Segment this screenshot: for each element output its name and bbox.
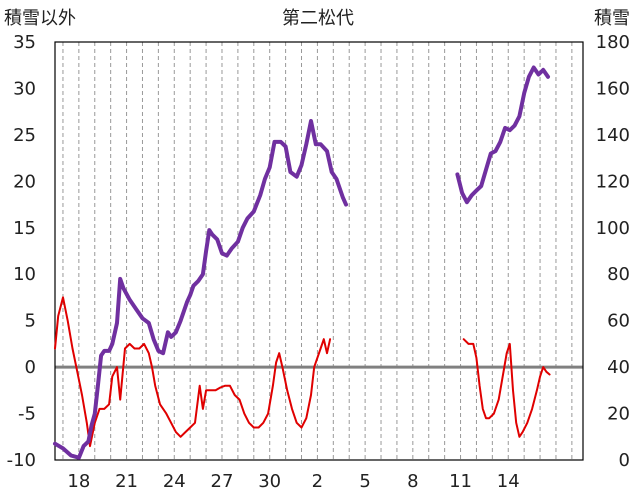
x-tick-label: 5 (359, 471, 370, 492)
snow-depth-line (455, 65, 550, 205)
right-tick-label: 180 (596, 32, 630, 53)
left-tick-label: 25 (13, 125, 36, 146)
right-tick-label: 160 (596, 78, 630, 99)
x-tick-label: 21 (115, 471, 138, 492)
chart-title: 第二松代 (282, 8, 354, 29)
left-tick-label: 20 (13, 171, 36, 192)
x-tick-label: 8 (407, 471, 418, 492)
left-tick-label: 35 (13, 32, 36, 53)
snow-depth-line (53, 119, 348, 460)
left-tick-label: 15 (13, 218, 36, 239)
right-tick-label: 140 (596, 125, 630, 146)
x-tick-label: 2 (312, 471, 323, 492)
right-tick-label: 120 (596, 171, 630, 192)
x-tick-label: 11 (449, 471, 472, 492)
x-axis-ticks: 18 21 24 27 30 2 5 8 11 14 (67, 471, 519, 492)
left-tick-label: 30 (13, 78, 36, 99)
x-tick-label: 27 (211, 471, 234, 492)
right-tick-label: 0 (619, 450, 630, 471)
left-tick-label: 0 (25, 357, 36, 378)
x-tick-label: 24 (163, 471, 186, 492)
plot-frame (54, 41, 584, 461)
left-tick-label: -10 (7, 450, 36, 471)
right-tick-label: 20 (607, 404, 630, 425)
temperature-line (54, 296, 332, 448)
left-axis-label: 積雪以外 (4, 8, 76, 29)
right-tick-label: 100 (596, 218, 630, 239)
left-tick-label: 10 (13, 264, 36, 285)
series-layer (53, 65, 551, 460)
x-tick-label: 30 (258, 471, 281, 492)
right-axis-label: 積雪 (594, 8, 630, 29)
left-axis-ticks: -10 -5 0 5 10 15 20 25 30 35 (7, 32, 36, 471)
temperature-line (462, 338, 551, 438)
left-tick-label: -5 (18, 404, 36, 425)
vertical-grid (62, 42, 573, 460)
x-tick-label: 14 (497, 471, 520, 492)
right-tick-label: 80 (607, 264, 630, 285)
right-axis-ticks: 0 20 40 60 80 100 120 140 160 180 (596, 32, 630, 471)
right-tick-label: 60 (607, 311, 630, 332)
right-tick-label: 40 (607, 357, 630, 378)
left-tick-label: 5 (25, 311, 36, 332)
x-tick-label: 18 (67, 471, 90, 492)
